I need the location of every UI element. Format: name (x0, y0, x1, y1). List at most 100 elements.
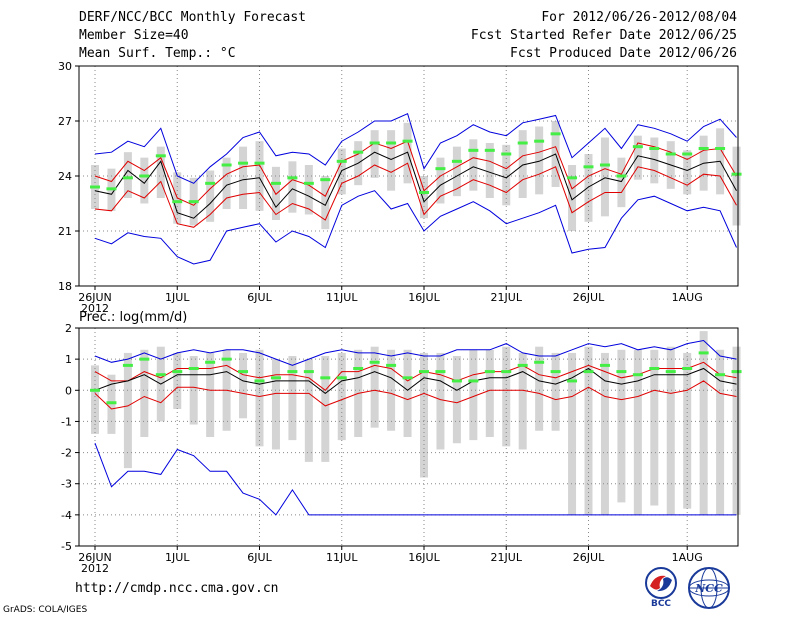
spread-box (403, 349, 412, 437)
spread-box (502, 144, 511, 206)
series-line-min (94, 443, 737, 516)
spread-box (518, 352, 527, 450)
spread-box (420, 352, 428, 478)
spread-box (452, 356, 461, 444)
plot-frame (78, 327, 739, 547)
spread-box (568, 352, 577, 515)
svg-text:NCC: NCC (694, 582, 723, 595)
spread-box (518, 130, 527, 198)
x-tick-label: 1JUL (165, 291, 190, 304)
temperature-panel: 18 21 24 27 30 26JUN 1JUL 6JUL 11JUL 16JUL 21JUL 26… (58, 60, 742, 315)
spread-box (255, 349, 264, 447)
x-tick-label: 11JUL (326, 291, 358, 304)
spread-box (485, 349, 494, 437)
y-tick-label: 21 (58, 225, 72, 238)
x-tick-label: 16JUL (408, 551, 440, 564)
y-tick-label: 24 (58, 170, 72, 183)
spread-box (370, 130, 379, 178)
x-tick-label: 26JUL (573, 551, 605, 564)
series-line-minus_std (94, 162, 737, 228)
produced-date: Fcst Produced Date 2012/06/26 (510, 46, 737, 61)
y-tick-label: 18 (58, 280, 72, 293)
spread-box (633, 349, 642, 515)
x-tick-label: 26JUN (78, 551, 112, 564)
spread-box (436, 352, 445, 450)
variable-label: Mean Surf. Temp.: °C (79, 46, 236, 61)
spread-box (140, 349, 149, 437)
spread-box (206, 352, 215, 437)
x-tick-label: 1JUL (165, 551, 190, 564)
precip-panel-title: Prec.: log(mm/d) (79, 310, 188, 325)
x-tick-label: 26JUL (573, 291, 605, 304)
spread-box (650, 349, 659, 506)
x-tick-label: 26JUN (78, 291, 112, 304)
forecast-period: For 2012/06/26-2012/08/04 (541, 10, 737, 25)
spread-box (650, 137, 659, 184)
spread-box (156, 146, 165, 198)
x-tick-label: 21JUL (491, 551, 523, 564)
spread-box (304, 165, 313, 215)
precipitation-panel: -5 -4 -3 -2 -1 0 1 2 26JUN 1JUL 6JUL 11JUL 16JUL 21JU… (61, 322, 742, 575)
y-tick-label: 0 (65, 384, 72, 397)
chart-title: DERF/NCC/BCC Monthly Forecast (79, 10, 306, 25)
spread-box (239, 352, 248, 419)
x-tick-label: 11JUL (326, 551, 358, 564)
spread-box (206, 170, 215, 222)
spread-box (436, 157, 445, 204)
spread-box (288, 161, 297, 213)
y-tick-label: -4 (61, 509, 72, 522)
spread-box (140, 157, 149, 204)
spread-box (716, 349, 725, 515)
spread-box (123, 352, 132, 469)
spread-box (304, 359, 313, 462)
grads-credit: GrADS: COLA/IGES (3, 605, 88, 615)
spread-box (732, 146, 741, 226)
series-line-minus_std (94, 380, 737, 410)
y-tick-label: 30 (58, 60, 72, 73)
series-line-max (94, 113, 737, 184)
x-tick-label: 6JUL (247, 551, 272, 564)
spread-box (321, 356, 330, 462)
spread-box (633, 135, 642, 180)
y-tick-label: 2 (65, 322, 72, 335)
spread-box (600, 352, 609, 515)
spread-box (107, 374, 116, 434)
spread-box (535, 126, 544, 195)
spread-box (699, 331, 708, 515)
member-size: Member Size=40 (79, 28, 189, 43)
spread-box (469, 349, 478, 441)
y-tick-label: 27 (58, 115, 72, 128)
series-line-plus_std (94, 361, 737, 391)
svg-text:BCC: BCC (651, 599, 671, 608)
spread-box (683, 150, 692, 195)
spread-box (387, 130, 396, 191)
x-year-label: 2012 (81, 302, 109, 315)
spread-box (288, 356, 297, 441)
x-tick-label: 16JUL (408, 291, 440, 304)
spread-box (222, 157, 231, 209)
x-tick-label: 1AUG (672, 291, 703, 304)
spread-box (617, 349, 626, 503)
spread-box (584, 154, 593, 222)
spread-box (123, 152, 132, 198)
spread-box (189, 356, 198, 425)
spread-box (420, 176, 428, 219)
x-tick-label: 6JUL (247, 291, 272, 304)
x-tick-label: 1AUG (672, 551, 703, 564)
spread-box (683, 352, 692, 509)
spread-box (452, 146, 461, 197)
spread-box (584, 346, 593, 515)
x-year-label: 2012 (81, 562, 109, 575)
series-line-mean (94, 151, 737, 219)
spread-box (469, 139, 478, 191)
y-tick-label: -5 (61, 540, 72, 553)
spread-box (239, 146, 248, 209)
y-tick-label: -3 (61, 478, 72, 491)
source-url[interactable]: http://cmdp.ncc.cma.gov.cn (75, 581, 279, 596)
y-tick-label: -1 (61, 415, 72, 428)
spread-box (535, 346, 544, 431)
spread-box (271, 359, 280, 450)
spread-box (91, 365, 99, 434)
spread-box (551, 352, 560, 431)
